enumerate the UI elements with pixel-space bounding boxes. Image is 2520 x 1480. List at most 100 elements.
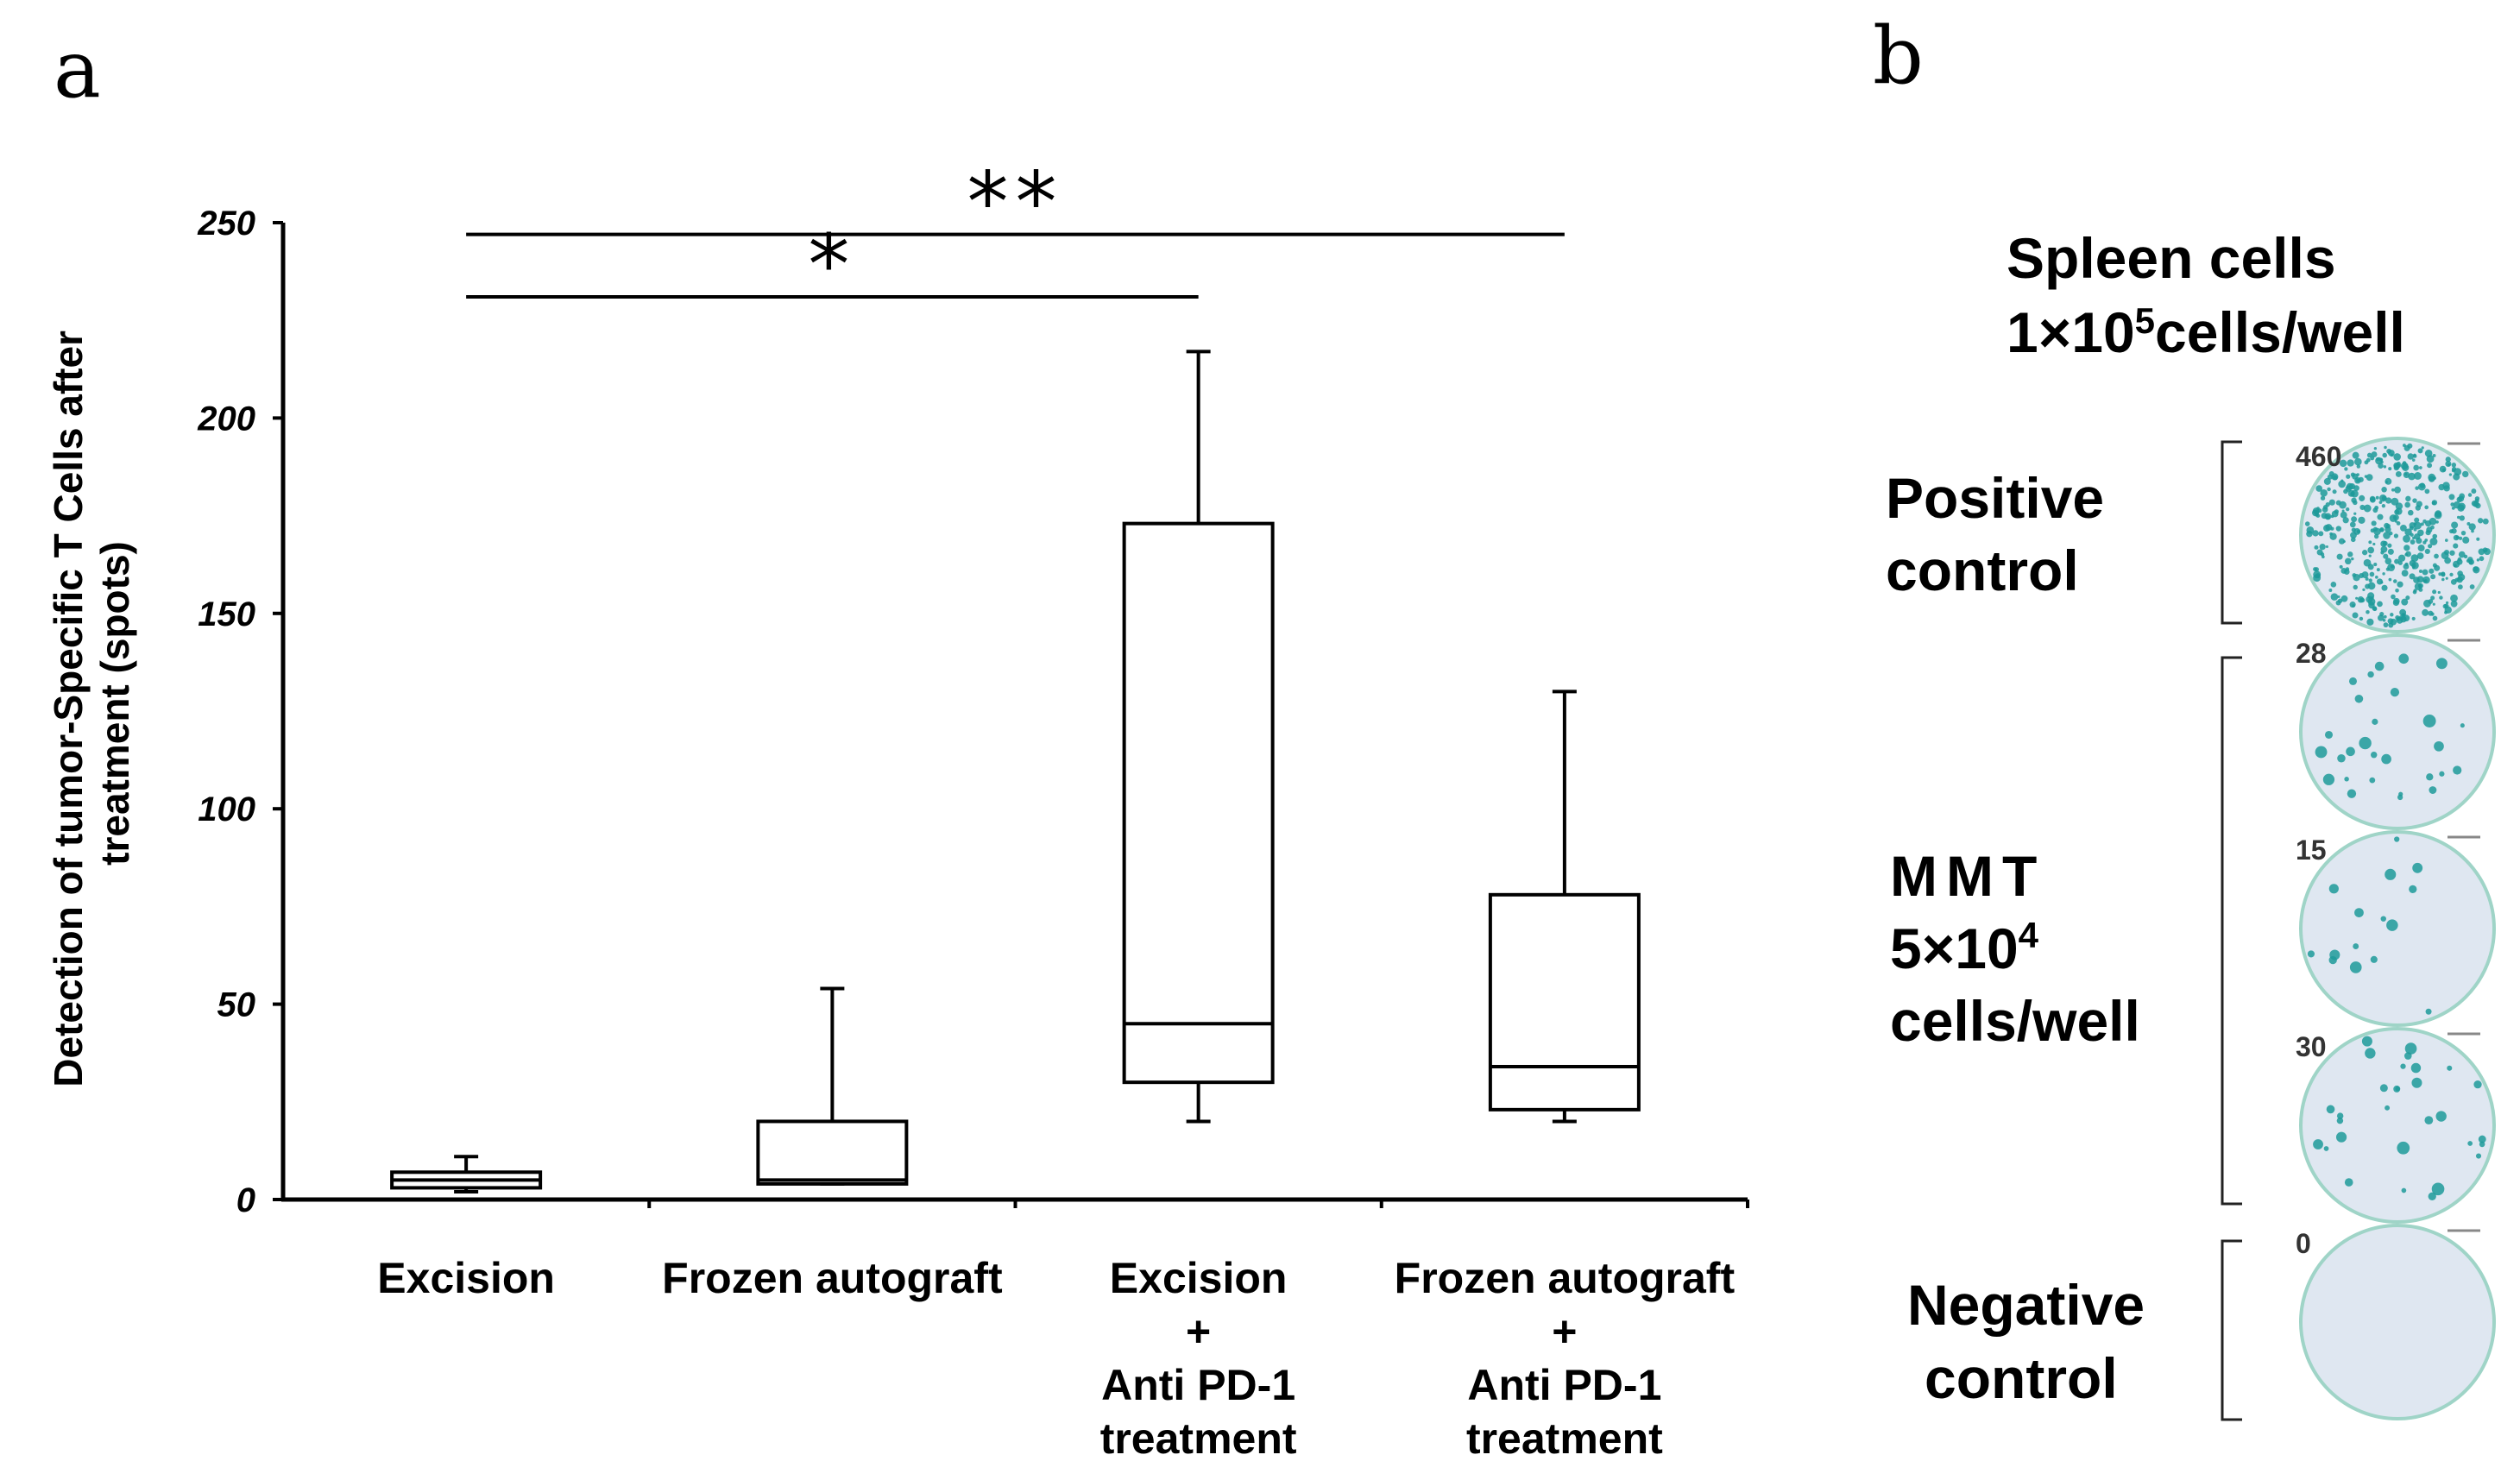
spot xyxy=(2314,545,2319,550)
spot xyxy=(2394,520,2397,523)
spot xyxy=(2370,456,2375,461)
spot xyxy=(2304,521,2310,526)
spot xyxy=(2457,557,2462,562)
box-group xyxy=(1488,690,1641,1124)
well: 460 xyxy=(2296,437,2496,633)
spot xyxy=(2397,554,2406,562)
spot xyxy=(2335,500,2341,506)
spot xyxy=(2391,488,2395,492)
spot xyxy=(2456,515,2460,520)
spot xyxy=(2336,1117,2344,1124)
spot xyxy=(2376,457,2380,462)
significance-star: * xyxy=(808,217,856,313)
well-circle xyxy=(2299,633,2496,830)
spot xyxy=(2363,558,2372,567)
spot xyxy=(2409,559,2416,567)
spot xyxy=(2460,530,2466,536)
spot xyxy=(2428,1192,2436,1200)
spot xyxy=(2339,459,2347,468)
box xyxy=(756,1119,909,1186)
spot xyxy=(2418,587,2423,592)
spot xyxy=(2403,534,2410,543)
spot xyxy=(2352,612,2359,619)
spot xyxy=(2411,458,2416,462)
spot xyxy=(2344,467,2348,471)
spot xyxy=(2385,557,2392,565)
spot xyxy=(2474,496,2480,501)
spot xyxy=(2402,444,2406,448)
spot xyxy=(2338,480,2346,488)
spot xyxy=(2430,595,2435,601)
spot xyxy=(2344,1178,2353,1187)
positive-control-bracket xyxy=(2221,440,2242,625)
spot xyxy=(2404,528,2412,536)
spot xyxy=(2349,961,2362,973)
spot xyxy=(2435,520,2439,524)
spot xyxy=(2366,457,2371,463)
spot xyxy=(2327,474,2333,480)
spot xyxy=(2371,451,2378,458)
spot xyxy=(2340,511,2347,519)
spot xyxy=(2445,457,2451,463)
spot xyxy=(2325,545,2328,549)
spot xyxy=(2361,550,2368,556)
y-axis-label-line-2: treatment (spots) xyxy=(92,541,137,866)
spot xyxy=(2397,794,2403,801)
spot xyxy=(2442,468,2447,472)
spot xyxy=(2381,584,2388,591)
spot xyxy=(2363,504,2372,513)
spot xyxy=(2479,1141,2485,1148)
spot xyxy=(2424,505,2429,510)
spot xyxy=(2415,486,2419,490)
spot xyxy=(2449,529,2454,534)
spot xyxy=(2412,566,2416,570)
spot xyxy=(2369,495,2376,502)
spot xyxy=(2424,1116,2434,1125)
spot xyxy=(2346,474,2351,479)
spot xyxy=(2424,548,2430,555)
spot xyxy=(2379,528,2384,532)
spot xyxy=(2315,746,2328,759)
spot xyxy=(2392,514,2399,521)
spot xyxy=(2459,536,2463,540)
spot xyxy=(2432,454,2436,457)
spot xyxy=(2385,567,2391,571)
spot xyxy=(2371,520,2377,526)
spot xyxy=(2366,452,2372,458)
spot xyxy=(2395,614,2400,620)
spot xyxy=(2422,569,2429,576)
spot xyxy=(2409,522,2416,529)
spot xyxy=(2452,560,2460,568)
spot xyxy=(2350,472,2355,477)
spot xyxy=(2317,508,2322,513)
spot xyxy=(2318,531,2324,537)
spot xyxy=(2476,558,2480,562)
spot xyxy=(2434,511,2442,520)
spot xyxy=(2339,564,2343,569)
well-count: 28 xyxy=(2296,638,2327,669)
spot xyxy=(2397,1141,2410,1155)
spot xyxy=(2347,489,2355,497)
mmt-label-line-2: 5×104 xyxy=(1890,915,2039,980)
x-category-label: Anti PD-1 xyxy=(1467,1361,1661,1409)
spot xyxy=(2425,1008,2432,1015)
well: 0 xyxy=(2296,1224,2496,1420)
spot xyxy=(2377,601,2383,608)
spot xyxy=(2458,551,2466,558)
spot xyxy=(2312,530,2319,537)
title-line-2-prefix: 1×10 xyxy=(2007,300,2135,364)
spot xyxy=(2393,579,2397,583)
spot xyxy=(2335,526,2342,532)
x-category-label: treatment xyxy=(1100,1414,1297,1463)
spot xyxy=(2348,677,2358,685)
panel-b-title-line-2: 1×105cells/well xyxy=(2007,300,2405,364)
spot xyxy=(2316,549,2323,556)
spot xyxy=(2355,596,2359,600)
spot xyxy=(2388,622,2394,628)
spot xyxy=(2448,473,2453,476)
spot xyxy=(2439,595,2443,600)
mmt-label-line-1: MMT xyxy=(1890,844,2045,908)
box-group xyxy=(390,1155,543,1193)
spot xyxy=(2383,465,2387,469)
spot xyxy=(2388,577,2392,582)
